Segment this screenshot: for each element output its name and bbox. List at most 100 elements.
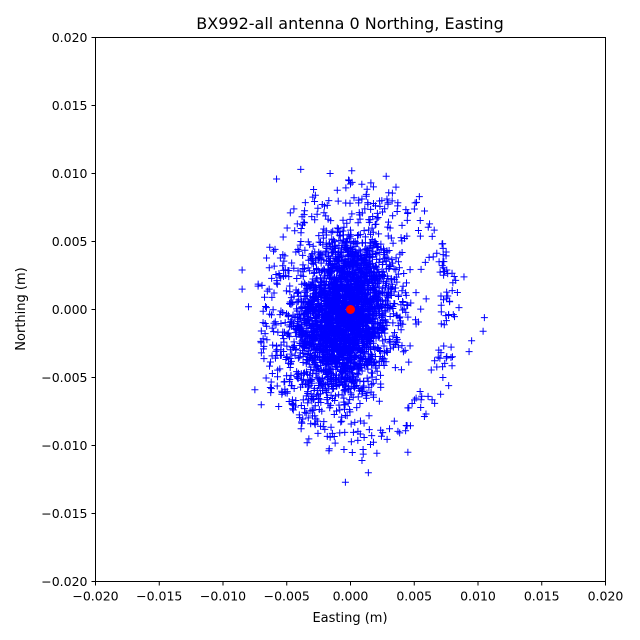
data-point [352, 240, 360, 248]
data-point [344, 337, 352, 345]
data-point [311, 402, 319, 410]
data-point [395, 264, 403, 272]
data-point [429, 253, 437, 261]
data-point [266, 358, 274, 366]
data-point [277, 319, 285, 327]
data-point [298, 376, 306, 384]
data-point [392, 284, 400, 292]
data-point [280, 338, 288, 346]
data-point [287, 357, 295, 365]
data-point [297, 165, 305, 173]
data-point [357, 253, 365, 261]
data-point [311, 248, 319, 256]
data-point [402, 206, 410, 214]
data-point [340, 284, 348, 292]
data-point [404, 404, 412, 412]
data-point [276, 352, 284, 360]
data-point [314, 395, 322, 403]
data-point [323, 334, 331, 342]
data-point [358, 456, 366, 464]
data-point [421, 258, 429, 266]
data-point [288, 382, 296, 390]
data-point [396, 429, 404, 437]
data-point [322, 301, 330, 309]
data-point [303, 439, 311, 447]
data-point [338, 366, 346, 374]
data-point [394, 427, 402, 435]
data-point [369, 379, 377, 387]
data-point [334, 266, 342, 274]
data-point [310, 396, 318, 404]
data-point [268, 293, 276, 301]
data-point [353, 290, 361, 298]
data-point [311, 256, 319, 264]
data-point [279, 262, 287, 270]
data-point [393, 312, 401, 320]
data-point [361, 233, 369, 241]
data-point [272, 271, 280, 279]
data-point [450, 272, 458, 280]
data-point [435, 346, 443, 354]
y-tick-label: −0.010 [41, 438, 87, 453]
data-point [364, 469, 372, 477]
data-point [437, 301, 445, 309]
data-point [448, 287, 456, 295]
data-point [363, 185, 371, 193]
data-point [380, 355, 388, 363]
data-point [290, 264, 298, 272]
data-point [398, 221, 406, 229]
x-axis-title: Easting (m) [312, 611, 387, 626]
data-point [342, 199, 350, 207]
data-point [347, 277, 355, 285]
data-point [315, 253, 323, 261]
data-point [298, 418, 306, 426]
data-point [329, 291, 337, 299]
data-point [365, 357, 373, 365]
data-point [268, 352, 276, 360]
data-point [364, 281, 372, 289]
data-point [351, 323, 359, 331]
data-point [383, 301, 391, 309]
data-point [299, 311, 307, 319]
data-point [296, 353, 304, 361]
data-point [377, 383, 385, 391]
data-point [311, 421, 319, 429]
data-point [305, 347, 313, 355]
data-point [388, 189, 396, 197]
data-point [315, 368, 323, 376]
data-point [416, 387, 424, 395]
data-point [320, 209, 328, 217]
data-point [273, 342, 281, 350]
data-point [296, 315, 304, 323]
data-point [363, 266, 371, 274]
data-point [316, 250, 324, 258]
data-point [339, 216, 347, 224]
data-point [340, 445, 348, 453]
data-point [396, 317, 404, 325]
data-point [416, 217, 424, 225]
data-point [315, 382, 323, 390]
data-point [404, 209, 412, 217]
data-point [375, 361, 383, 369]
data-point [293, 307, 301, 315]
data-point [440, 321, 448, 329]
data-point [379, 312, 387, 320]
data-point [319, 423, 327, 431]
data-point [291, 342, 299, 350]
data-point [347, 260, 355, 268]
data-point [331, 397, 339, 405]
data-point [342, 382, 350, 390]
data-point [431, 399, 439, 407]
data-point [428, 396, 436, 404]
data-point [332, 343, 340, 351]
data-point [281, 319, 289, 327]
data-point [297, 370, 305, 378]
data-point [346, 215, 354, 223]
y-tick-label: −0.015 [41, 506, 87, 521]
data-point [369, 212, 377, 220]
data-point [317, 332, 325, 340]
data-point [251, 386, 259, 394]
data-point [312, 293, 320, 301]
data-point [427, 366, 435, 374]
data-point [298, 297, 306, 305]
